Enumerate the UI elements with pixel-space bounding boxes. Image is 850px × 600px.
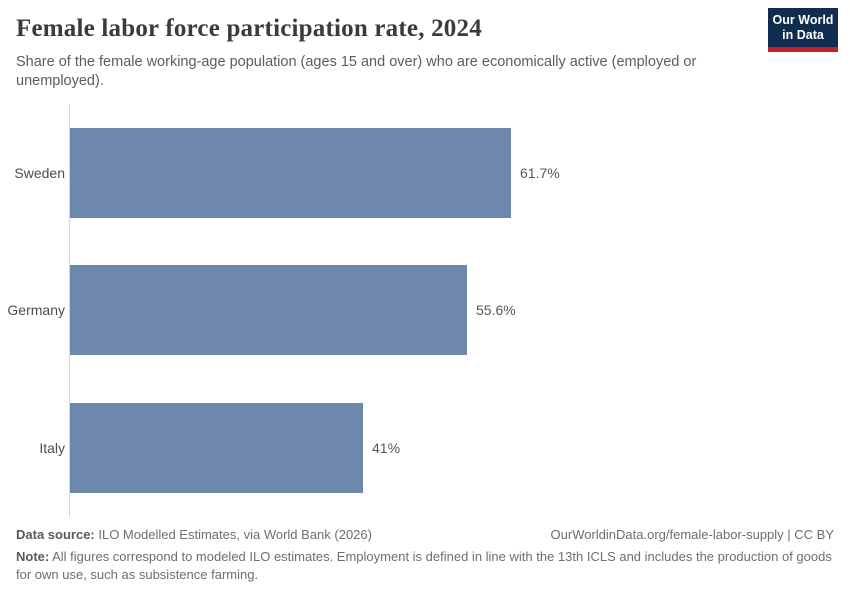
value-label-germany: 55.6% (476, 302, 516, 318)
owid-logo-line2: in Data (782, 27, 824, 42)
note-text: All figures correspond to modeled ILO es… (16, 549, 832, 582)
chart-subtitle: Share of the female working-age populati… (16, 54, 697, 89)
bar-sweden[interactable] (70, 128, 511, 218)
data-source-label: Data source: (16, 527, 95, 542)
bar-row-sweden: Sweden 61.7% (0, 128, 850, 218)
bar-germany[interactable] (70, 265, 467, 355)
chart-footer: Data source: ILO Modelled Estimates, via… (16, 527, 834, 583)
category-label-germany: Germany (7, 302, 65, 318)
value-label-italy: 41% (372, 440, 401, 456)
owid-logo-line1: Our World (772, 12, 834, 27)
owid-logo[interactable]: Our World in Data (768, 8, 838, 52)
data-source-text: ILO Modelled Estimates, via World Bank (… (94, 527, 372, 542)
chart-note: Note: All figures correspond to modeled … (16, 548, 834, 583)
category-label-italy: Italy (39, 440, 65, 456)
bar-row-germany: Germany 55.6% (0, 265, 850, 355)
category-label-sweden: Sweden (14, 165, 65, 181)
chart-header: Female labor force participation rate, 2… (16, 14, 756, 91)
y-axis-line (69, 104, 70, 517)
page-title: Female labor force participation rate, 2… (16, 15, 482, 42)
data-source[interactable]: Data source: ILO Modelled Estimates, via… (16, 527, 372, 542)
citation-link[interactable]: OurWorldinData.org/female-labor-supply |… (550, 527, 834, 542)
bar-row-italy: Italy 41% (0, 403, 850, 493)
bar-italy[interactable] (70, 403, 363, 493)
note-label: Note: (16, 549, 50, 564)
value-label-sweden: 61.7% (520, 165, 560, 181)
bar-chart: Sweden 61.7% Germany 55.6% Italy 41% (0, 104, 850, 517)
